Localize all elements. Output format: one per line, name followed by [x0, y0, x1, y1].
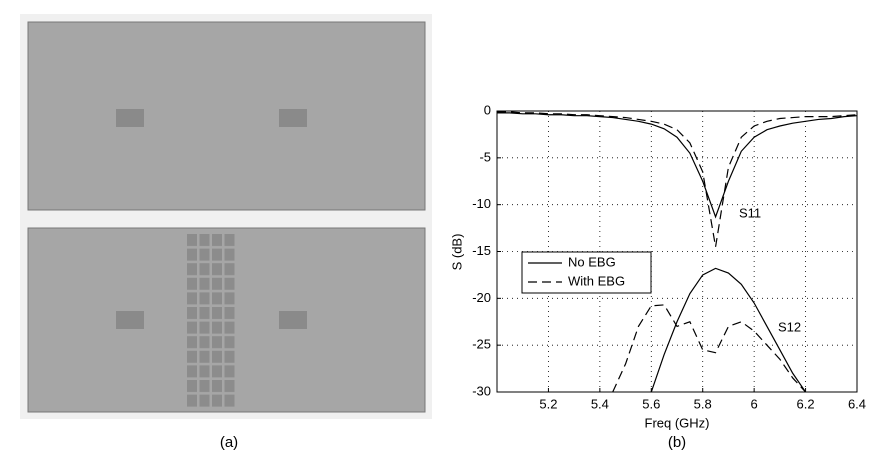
x-tick-label: 6.2: [797, 396, 815, 411]
ebg-array: [186, 233, 236, 408]
legend-label: With EBG: [568, 273, 625, 288]
annotation: S11: [739, 205, 761, 220]
y-tick-label: -15: [472, 243, 491, 258]
y-tick-label: -5: [479, 149, 491, 164]
x-tick-label: 5.4: [591, 396, 609, 411]
y-tick-label: -20: [472, 290, 491, 305]
y-axis-label: S (dB): [449, 234, 464, 271]
x-tick-label: 6.4: [848, 396, 866, 411]
y-tick-label: -10: [472, 196, 491, 211]
x-tick-label: 5.6: [642, 396, 660, 411]
pad: [279, 109, 307, 127]
x-tick-label: 6: [751, 396, 758, 411]
annotation: S12: [778, 319, 801, 334]
y-tick-label: -30: [472, 383, 491, 398]
x-axis-label: Freq (GHz): [645, 415, 710, 430]
caption: (a): [220, 434, 238, 451]
pad: [279, 311, 307, 329]
legend-box: [521, 251, 652, 294]
caption: (b): [668, 434, 686, 451]
y-tick-label: -25: [472, 337, 491, 352]
y-tick-label: 0: [484, 102, 491, 117]
pad: [116, 109, 144, 127]
line-s12: [650, 267, 807, 392]
line-s12: [612, 304, 807, 392]
photo: [20, 14, 432, 419]
legend-label: No EBG: [568, 254, 616, 269]
x-tick-label: 5.2: [539, 396, 557, 411]
line-s11: [497, 112, 857, 219]
board-top: [27, 21, 426, 211]
line-s11: [497, 111, 857, 247]
x-tick-label: 5.8: [694, 396, 712, 411]
pad: [116, 311, 144, 329]
